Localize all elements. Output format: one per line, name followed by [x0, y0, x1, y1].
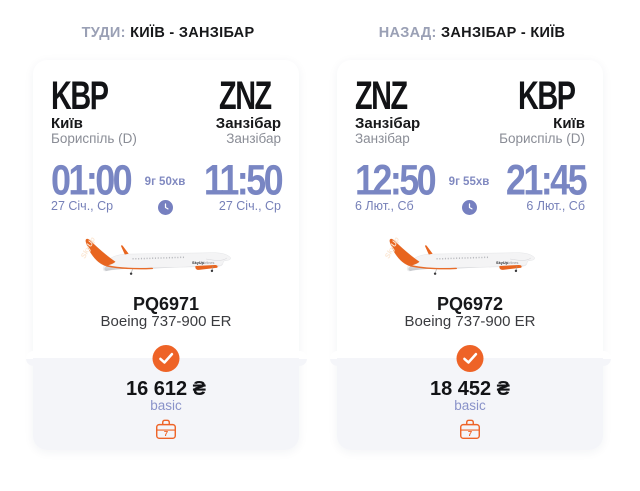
svg-text:7: 7 — [468, 429, 472, 438]
svg-text:7: 7 — [164, 429, 168, 438]
svg-text:Airlines: Airlines — [506, 261, 519, 265]
svg-text:Airlines: Airlines — [202, 261, 215, 265]
